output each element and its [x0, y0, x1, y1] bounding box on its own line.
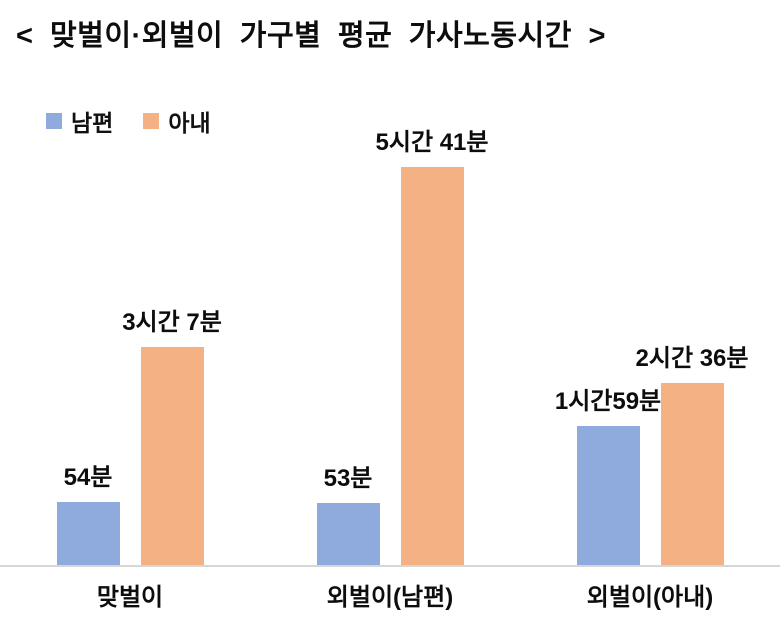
bar-남편	[576, 426, 640, 565]
bar-value-label: 1시간59분	[554, 388, 662, 415]
bar-value-label: 53분	[323, 465, 373, 492]
bar-남편	[56, 502, 120, 565]
bar-group: 54분 3시간 7분	[0, 309, 260, 565]
bar-wrap: 53분	[316, 465, 380, 565]
bar-아내	[140, 347, 204, 565]
category-label: 외벌이(아내)	[586, 584, 714, 611]
chart-title: < 맞벌이·외벌이 가구별 평균 가사노동시간 >	[16, 20, 606, 52]
legend-label: 아내	[168, 110, 211, 136]
plot-area: 54분 3시간 7분 53분 5시간 41분 1시간59분 2시간 36분	[0, 129, 780, 567]
category-label: 외벌이(남편)	[326, 584, 454, 611]
legend-swatch	[143, 113, 160, 129]
legend-swatch	[46, 113, 62, 129]
bar-value-label: 54분	[63, 464, 113, 491]
bar-value-label: 3시간 7분	[122, 309, 222, 336]
bar-wrap: 5시간 41분	[376, 129, 488, 565]
bar-아내	[660, 383, 724, 565]
legend-label: 남편	[71, 110, 114, 136]
bar-group: 53분 5시간 41분	[260, 129, 520, 565]
bar-value-label: 5시간 41분	[375, 129, 489, 156]
bar-wrap: 54분	[56, 464, 120, 565]
bar-group: 1시간59분 2시간 36분	[520, 345, 780, 565]
legend-item-남편: 남편	[46, 104, 113, 138]
legend: 남편 아내	[46, 104, 211, 138]
x-axis-labels: 맞벌이 외벌이(남편) 외벌이(아내)	[0, 577, 780, 612]
bar-아내	[400, 167, 464, 565]
category-label: 맞벌이	[96, 584, 164, 611]
bar-wrap: 2시간 36분	[636, 345, 748, 565]
bar-value-label: 2시간 36분	[635, 345, 749, 372]
bar-남편	[316, 503, 380, 565]
bar-wrap: 3시간 7분	[122, 309, 222, 565]
legend-item-아내: 아내	[143, 104, 211, 138]
bar-wrap: 1시간59분	[555, 388, 661, 565]
